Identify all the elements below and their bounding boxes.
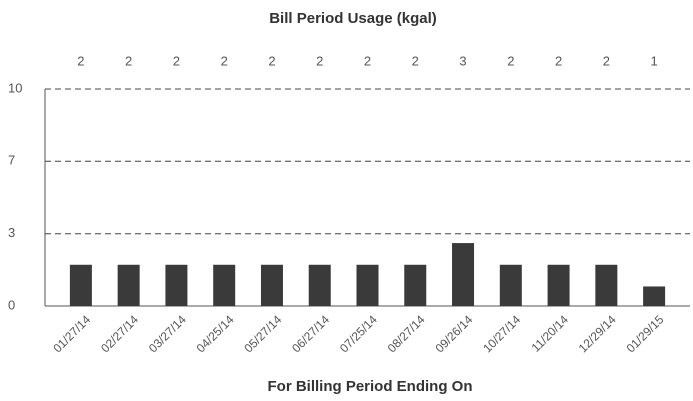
x-tick-label: 10/27/14	[480, 312, 523, 355]
bar	[499, 264, 522, 306]
value-label: 2	[125, 53, 132, 68]
x-tick-label: 07/25/14	[337, 312, 380, 355]
bar	[165, 264, 188, 306]
value-label: 1	[650, 53, 657, 68]
x-tick-label: 04/25/14	[194, 312, 237, 355]
bar	[404, 264, 427, 306]
value-label: 2	[507, 53, 514, 68]
chart-title: Bill Period Usage (kgal)	[269, 10, 437, 27]
y-tick-label: 0	[8, 297, 15, 312]
x-tick-label: 09/26/14	[432, 312, 475, 355]
bar	[452, 243, 475, 306]
y-tick-label: 7	[8, 153, 15, 168]
y-tick-label: 3	[8, 225, 15, 240]
bar	[547, 264, 570, 306]
value-label: 2	[555, 53, 562, 68]
value-label: 2	[316, 53, 323, 68]
bar	[213, 264, 236, 306]
x-tick-label: 02/27/14	[98, 312, 141, 355]
x-tick-label: 11/20/14	[529, 312, 572, 355]
x-tick-label: 06/27/14	[289, 312, 332, 355]
value-label: 2	[364, 53, 371, 68]
value-label: 2	[77, 53, 84, 68]
value-label: 2	[412, 53, 419, 68]
bar	[308, 264, 331, 306]
x-tick-label: 05/27/14	[241, 312, 284, 355]
x-tick-label: 01/29/15	[624, 312, 667, 355]
value-label: 2	[268, 53, 275, 68]
x-tick-label: 08/27/14	[385, 312, 428, 355]
y-tick-label: 10	[8, 80, 22, 95]
x-tick-label: 03/27/14	[146, 312, 189, 355]
x-tick-label: 12/29/14	[576, 312, 619, 355]
value-label: 2	[221, 53, 228, 68]
bar	[643, 286, 666, 306]
value-label: 2	[173, 53, 180, 68]
value-label: 2	[603, 53, 610, 68]
bar	[117, 264, 140, 306]
bar	[595, 264, 618, 306]
bar	[69, 264, 92, 306]
bar	[356, 264, 379, 306]
bar	[260, 264, 283, 306]
value-label: 3	[459, 53, 466, 68]
x-tick-label: 01/27/14	[50, 312, 93, 355]
x-axis-label: For Billing Period Ending On	[268, 378, 473, 395]
